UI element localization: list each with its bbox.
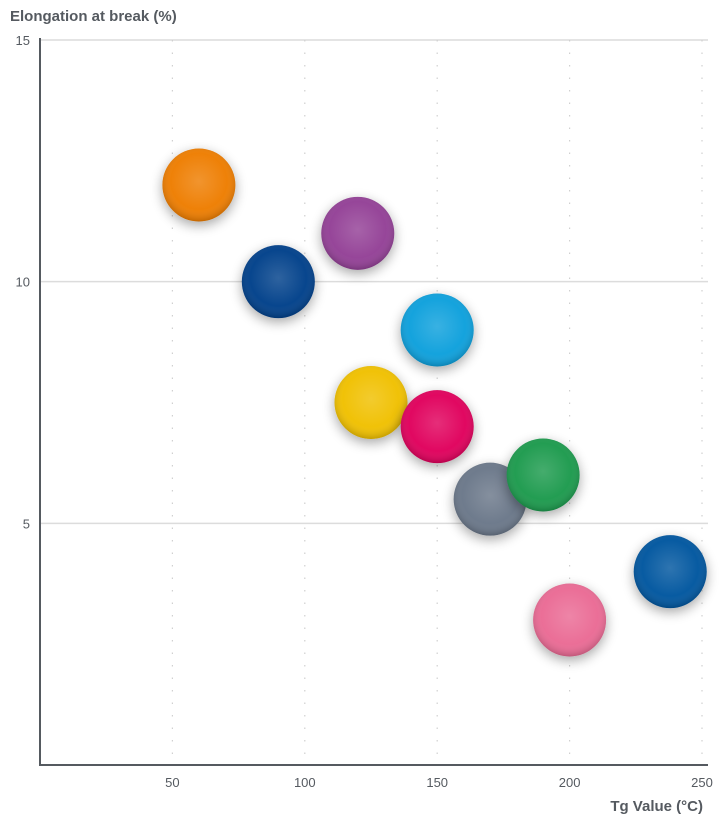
data-point-gloss [400, 293, 474, 367]
x-axis-label: Tg Value (°C) [610, 798, 703, 815]
x-tick-label: 50 [165, 775, 179, 790]
data-points [162, 148, 707, 657]
data-point [241, 245, 315, 319]
data-point-gloss [241, 245, 315, 319]
data-point [533, 583, 607, 657]
data-point [321, 196, 395, 270]
data-point-gloss [334, 366, 408, 439]
data-point-gloss [162, 148, 236, 222]
y-axis-label: Elongation at break (%) [10, 8, 177, 25]
data-point [633, 535, 707, 609]
x-tick-label: 200 [559, 775, 581, 790]
data-point [506, 438, 580, 512]
tick-labels: 5 10 15 50 100 150 200 250 [16, 33, 713, 790]
y-tick-label: 10 [16, 275, 30, 290]
data-point-gloss [633, 535, 707, 609]
data-point-gloss [400, 390, 474, 464]
y-tick-label: 5 [23, 516, 30, 531]
data-point-gloss [533, 583, 607, 657]
x-tick-label: 100 [294, 775, 316, 790]
x-tick-label: 150 [426, 775, 448, 790]
data-point [334, 366, 408, 439]
data-point [162, 148, 236, 222]
y-tick-label: 15 [16, 33, 30, 48]
x-tick-label: 250 [691, 775, 713, 790]
axes [39, 38, 708, 766]
data-point [400, 390, 474, 464]
data-point-gloss [506, 438, 580, 512]
data-point-gloss [321, 196, 395, 270]
data-point [400, 293, 474, 367]
grid [40, 39, 708, 765]
